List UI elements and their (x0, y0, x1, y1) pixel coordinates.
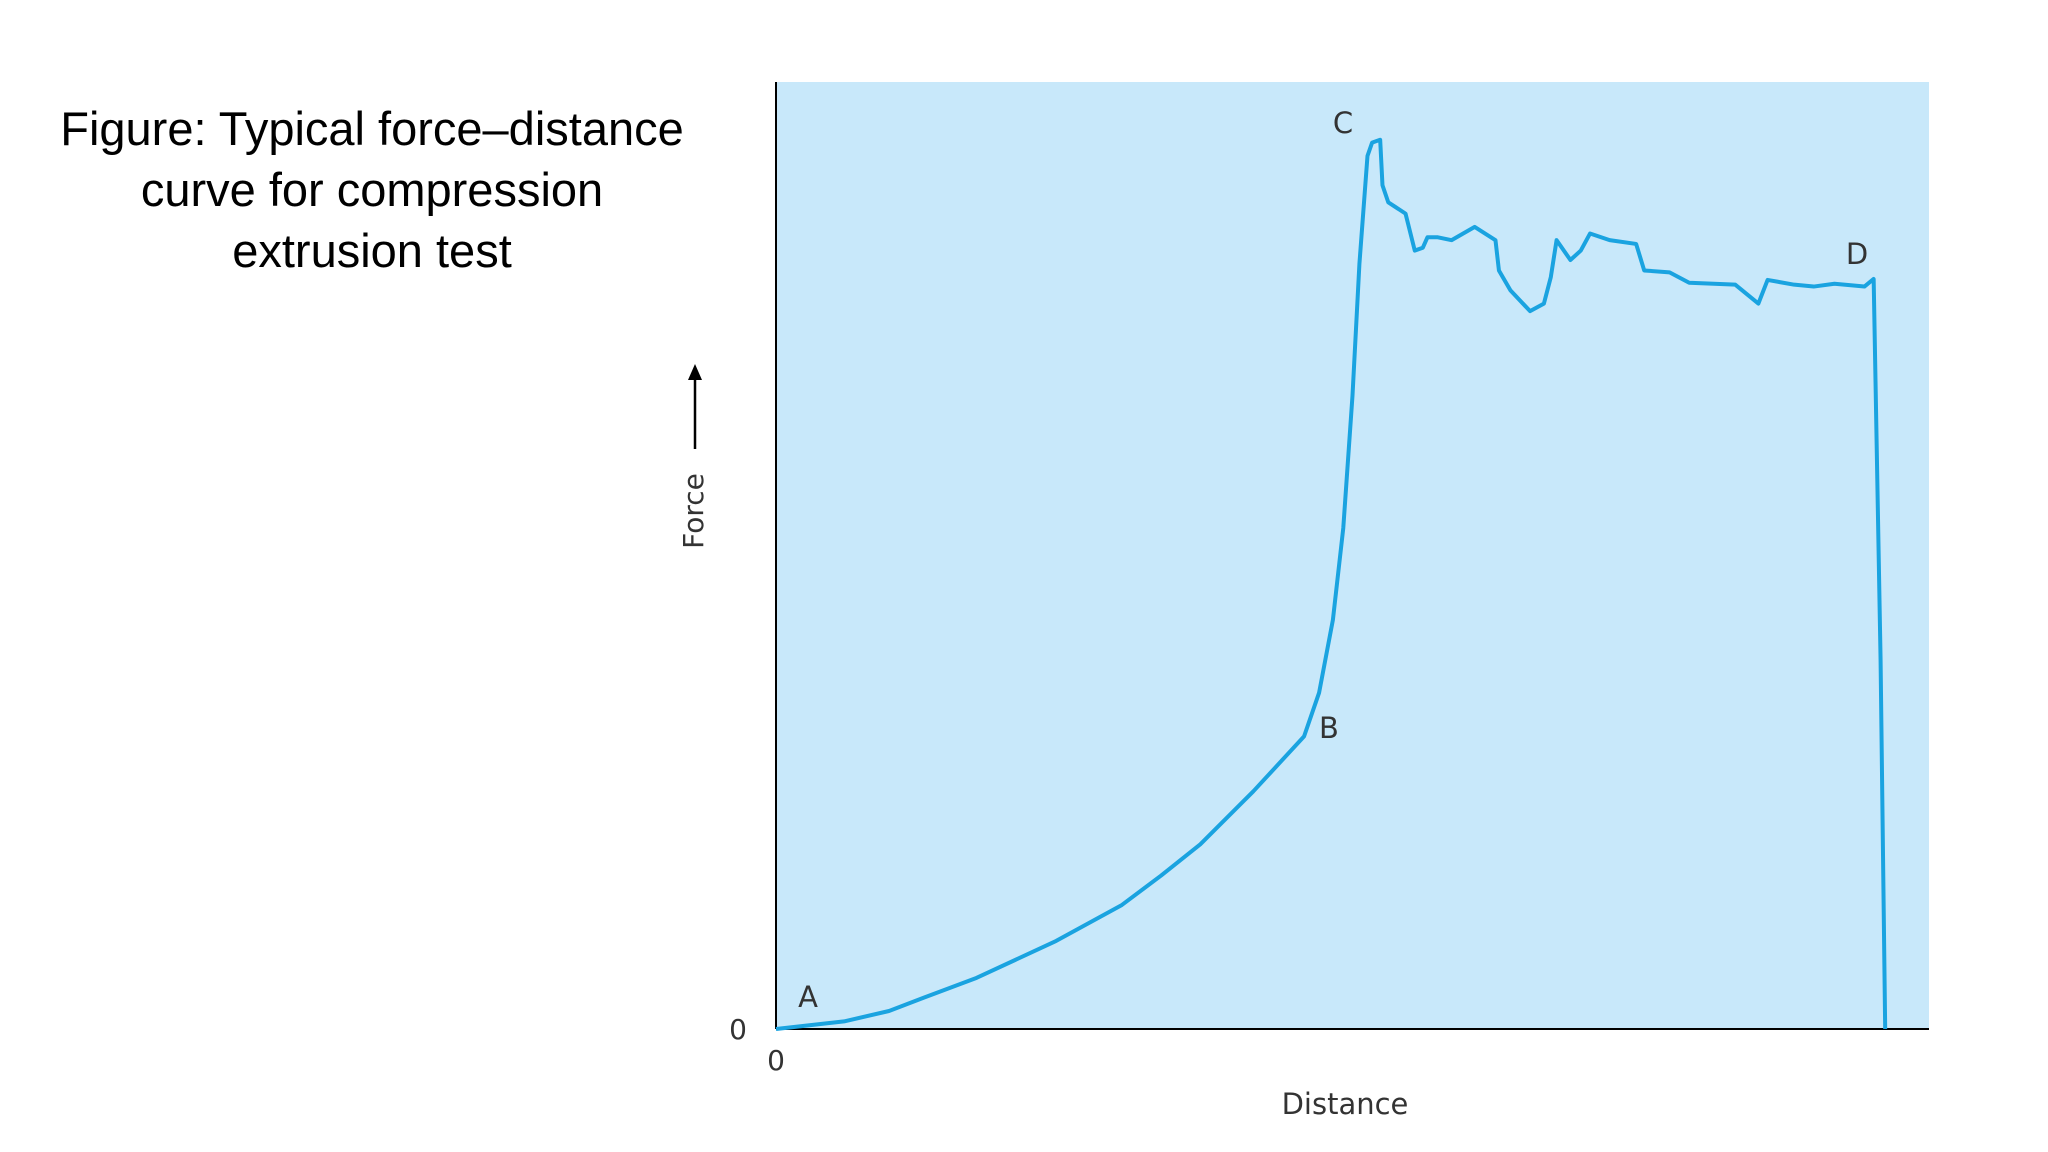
chart-title: Figure: Typical force–distance curve for… (60, 102, 684, 277)
point-label: B (1319, 711, 1339, 745)
point-label: A (798, 980, 818, 1014)
point-label: D (1846, 237, 1868, 271)
plot-background (776, 82, 1929, 1029)
y-tick-label: 0 (729, 1013, 747, 1046)
x-axis-label: Distance (1282, 1087, 1409, 1121)
x-tick-label: 0 (767, 1044, 785, 1077)
point-label: C (1333, 106, 1353, 140)
y-axis-label: Force (677, 473, 710, 549)
axis-arrowhead (688, 364, 702, 380)
force-curve (775, 137, 1888, 1031)
